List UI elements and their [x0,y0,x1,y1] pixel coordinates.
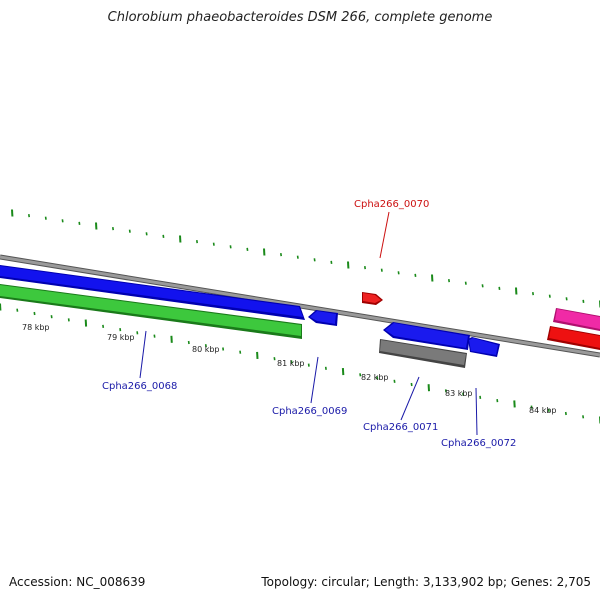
gene-label-0068[interactable]: Cpha266_0068 [102,381,177,392]
kbp-label-78: 78 kbp [22,323,50,332]
gene-label-0072[interactable]: Cpha266_0072 [441,438,516,449]
gene-feature-gray[interactable] [379,339,467,368]
figure-title: Chlorobium phaeobacteroides DSM 266, com… [107,10,493,25]
gene-feature-0072[interactable] [468,337,500,357]
kbp-label-79: 79 kbp [107,333,135,342]
gene-feature-0071[interactable] [383,322,470,350]
gene-feature-blue-1[interactable] [0,265,305,320]
gene-feature-green[interactable] [0,284,302,339]
kbp-label-83: 83 kbp [445,389,473,398]
gene-label-0071[interactable]: Cpha266_0071 [363,422,438,433]
accession-text: Accession: NC_008639 [9,575,146,589]
gene-label-0070[interactable]: Cpha266_0070 [354,199,429,210]
kbp-label-81: 81 kbp [277,359,305,368]
genome-info-text: Topology: circular; Length: 3,133,902 bp… [261,575,591,589]
leader-0072 [475,387,478,436]
leader-0069 [310,356,319,404]
gene-label-0069[interactable]: Cpha266_0069 [272,406,347,417]
leader-0070 [379,211,390,259]
kbp-label-84: 84 kbp [529,406,557,415]
gene-feature-0069[interactable] [308,310,338,326]
kbp-label-80: 80 kbp [192,345,220,354]
leader-0071 [400,376,420,421]
outer-tick-ring [11,209,600,308]
gene-feature-0070[interactable] [362,292,383,305]
inner-tick-ring [0,303,600,424]
gene-feature-magenta[interactable] [553,308,600,331]
kbp-label-82: 82 kbp [361,373,389,382]
gene-feature-red[interactable] [547,326,600,350]
leader-0068 [139,330,147,379]
